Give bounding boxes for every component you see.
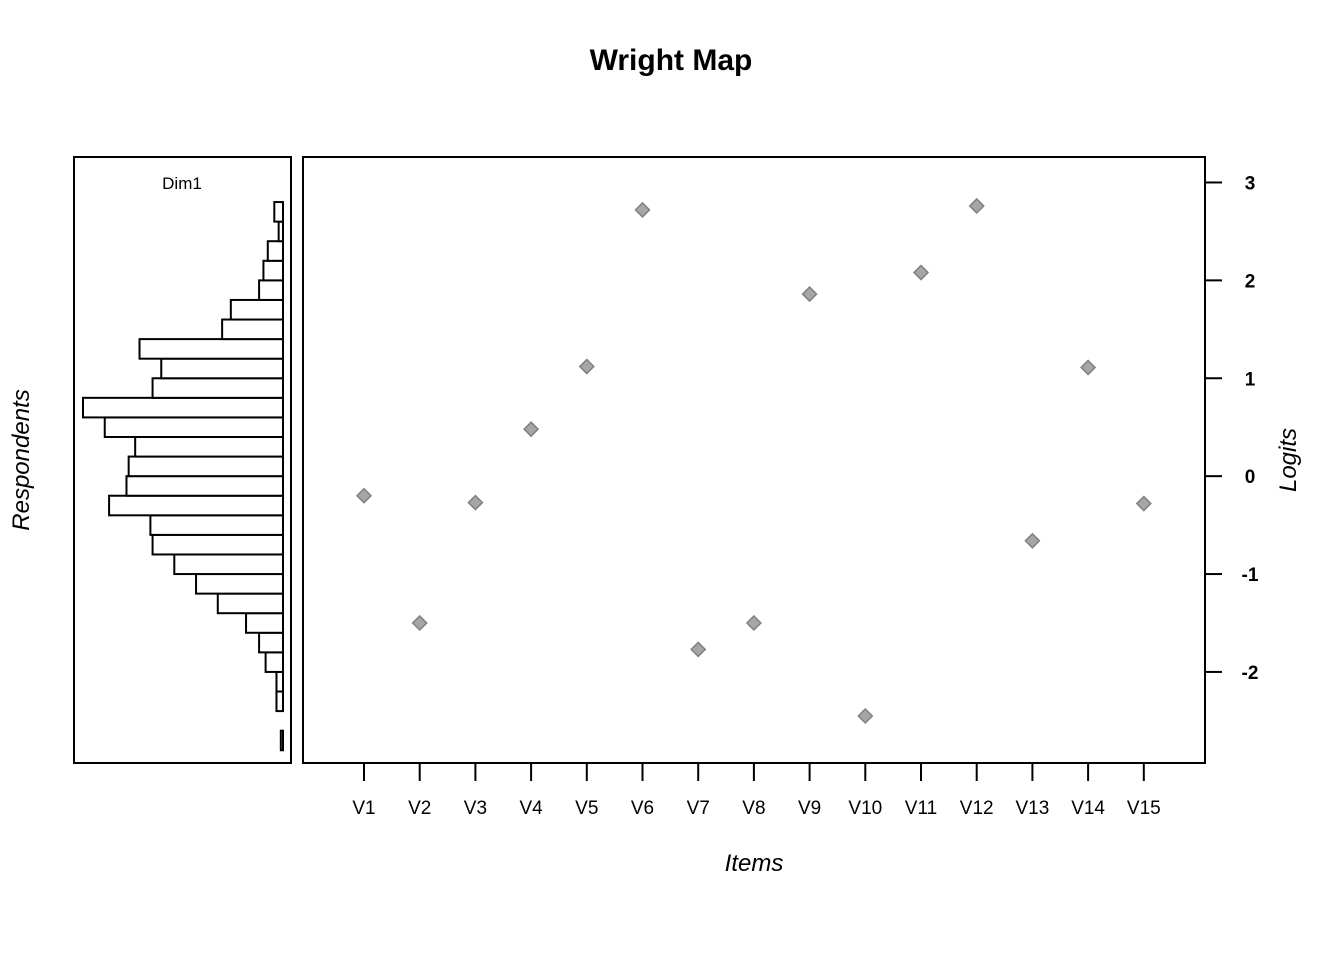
item-difficulty-point (634, 201, 651, 218)
y-tick-label: -2 (1242, 663, 1259, 684)
items-axis-title: Items (725, 850, 784, 877)
respondent-histogram-bar (258, 279, 284, 301)
item-label: V14 (1071, 798, 1105, 819)
item-label: V11 (905, 798, 937, 819)
item-label: V6 (631, 798, 654, 819)
item-difficulty-point (578, 358, 595, 375)
item-label: V10 (848, 798, 882, 819)
item-label: V8 (742, 798, 765, 819)
respondent-histogram-bar (127, 455, 284, 478)
item-label: V13 (1015, 798, 1049, 819)
item-difficulty-point (523, 421, 540, 438)
y-tick-label: 3 (1245, 173, 1256, 194)
respondent-histogram-bar (134, 435, 284, 458)
item-difficulty-point (467, 494, 484, 511)
respondent-histogram-bar (229, 298, 284, 321)
item-label: V5 (575, 798, 598, 819)
item-difficulty-point (801, 286, 818, 303)
respondent-histogram-bar (108, 494, 284, 517)
item-axis: V1 V2 V3 V4 V5 V6 V7 V8 V9 V10 V11 V12 V13 V14 V15 (352, 764, 1161, 819)
item-difficulty-point (411, 614, 428, 632)
item-difficulty-point (968, 197, 985, 215)
item-label: V9 (798, 798, 821, 819)
respondent-histogram-bar (275, 670, 285, 693)
y-tick-label: -1 (1242, 565, 1259, 586)
item-difficulty-point (912, 264, 930, 281)
respondent-histogram-panel: Dim1 (73, 156, 292, 764)
y-tick-label: 2 (1245, 271, 1256, 292)
respondent-histogram-bar (262, 259, 285, 282)
item-label: V3 (464, 798, 487, 819)
respondent-histogram-bar (277, 220, 284, 243)
respondent-histogram-bar (149, 514, 284, 536)
respondent-histogram-bar (266, 240, 285, 262)
item-label: V7 (687, 798, 710, 819)
item-difficulty-point (690, 641, 707, 658)
respondent-histogram-bar (279, 729, 284, 752)
respondent-histogram-bar (103, 416, 284, 438)
respondent-histogram-bar (216, 592, 284, 615)
respondent-histogram-bar (264, 651, 285, 673)
item-label: V2 (408, 798, 431, 819)
respondent-histogram-bar (160, 357, 284, 380)
respondents-axis-title: Respondents (8, 389, 35, 530)
respondent-histogram-bar (151, 533, 284, 556)
respondent-histogram-bar (138, 338, 284, 360)
chart-title: Wright Map (590, 44, 753, 77)
logits-axis-title: Logits (1275, 428, 1302, 492)
respondent-histogram-bar (275, 690, 285, 713)
respondent-histogram-bar (82, 396, 284, 419)
y-tick-label: 0 (1245, 467, 1256, 488)
respondent-histogram-bar (195, 573, 284, 595)
item-label: V15 (1127, 798, 1161, 819)
item-difficulty-point (1080, 359, 1097, 376)
y-tick-label: 1 (1245, 369, 1256, 390)
item-label: V12 (960, 798, 994, 819)
item-difficulty-point (857, 707, 874, 725)
dimension-label: Dim1 (162, 174, 202, 193)
scatter-frame (302, 156, 1206, 764)
logit-axis: -2 -1 0 1 2 3 (1206, 173, 1259, 684)
histogram-frame (73, 156, 292, 764)
respondent-histogram-bar (221, 318, 284, 341)
item-label: V1 (352, 798, 375, 819)
respondent-histogram-bar (125, 475, 285, 497)
item-difficulty-point (1024, 532, 1041, 549)
respondent-histogram-bar (273, 201, 285, 223)
respondent-histogram-bar (258, 631, 284, 654)
respondent-histogram-bar (173, 553, 285, 576)
item-difficulty-point (745, 614, 762, 632)
item-label: V4 (519, 798, 543, 819)
respondent-histogram-bar (151, 377, 284, 399)
item-difficulty-point (355, 487, 373, 504)
respondent-histogram-bar (245, 612, 284, 634)
item-difficulty-point (1135, 495, 1152, 512)
